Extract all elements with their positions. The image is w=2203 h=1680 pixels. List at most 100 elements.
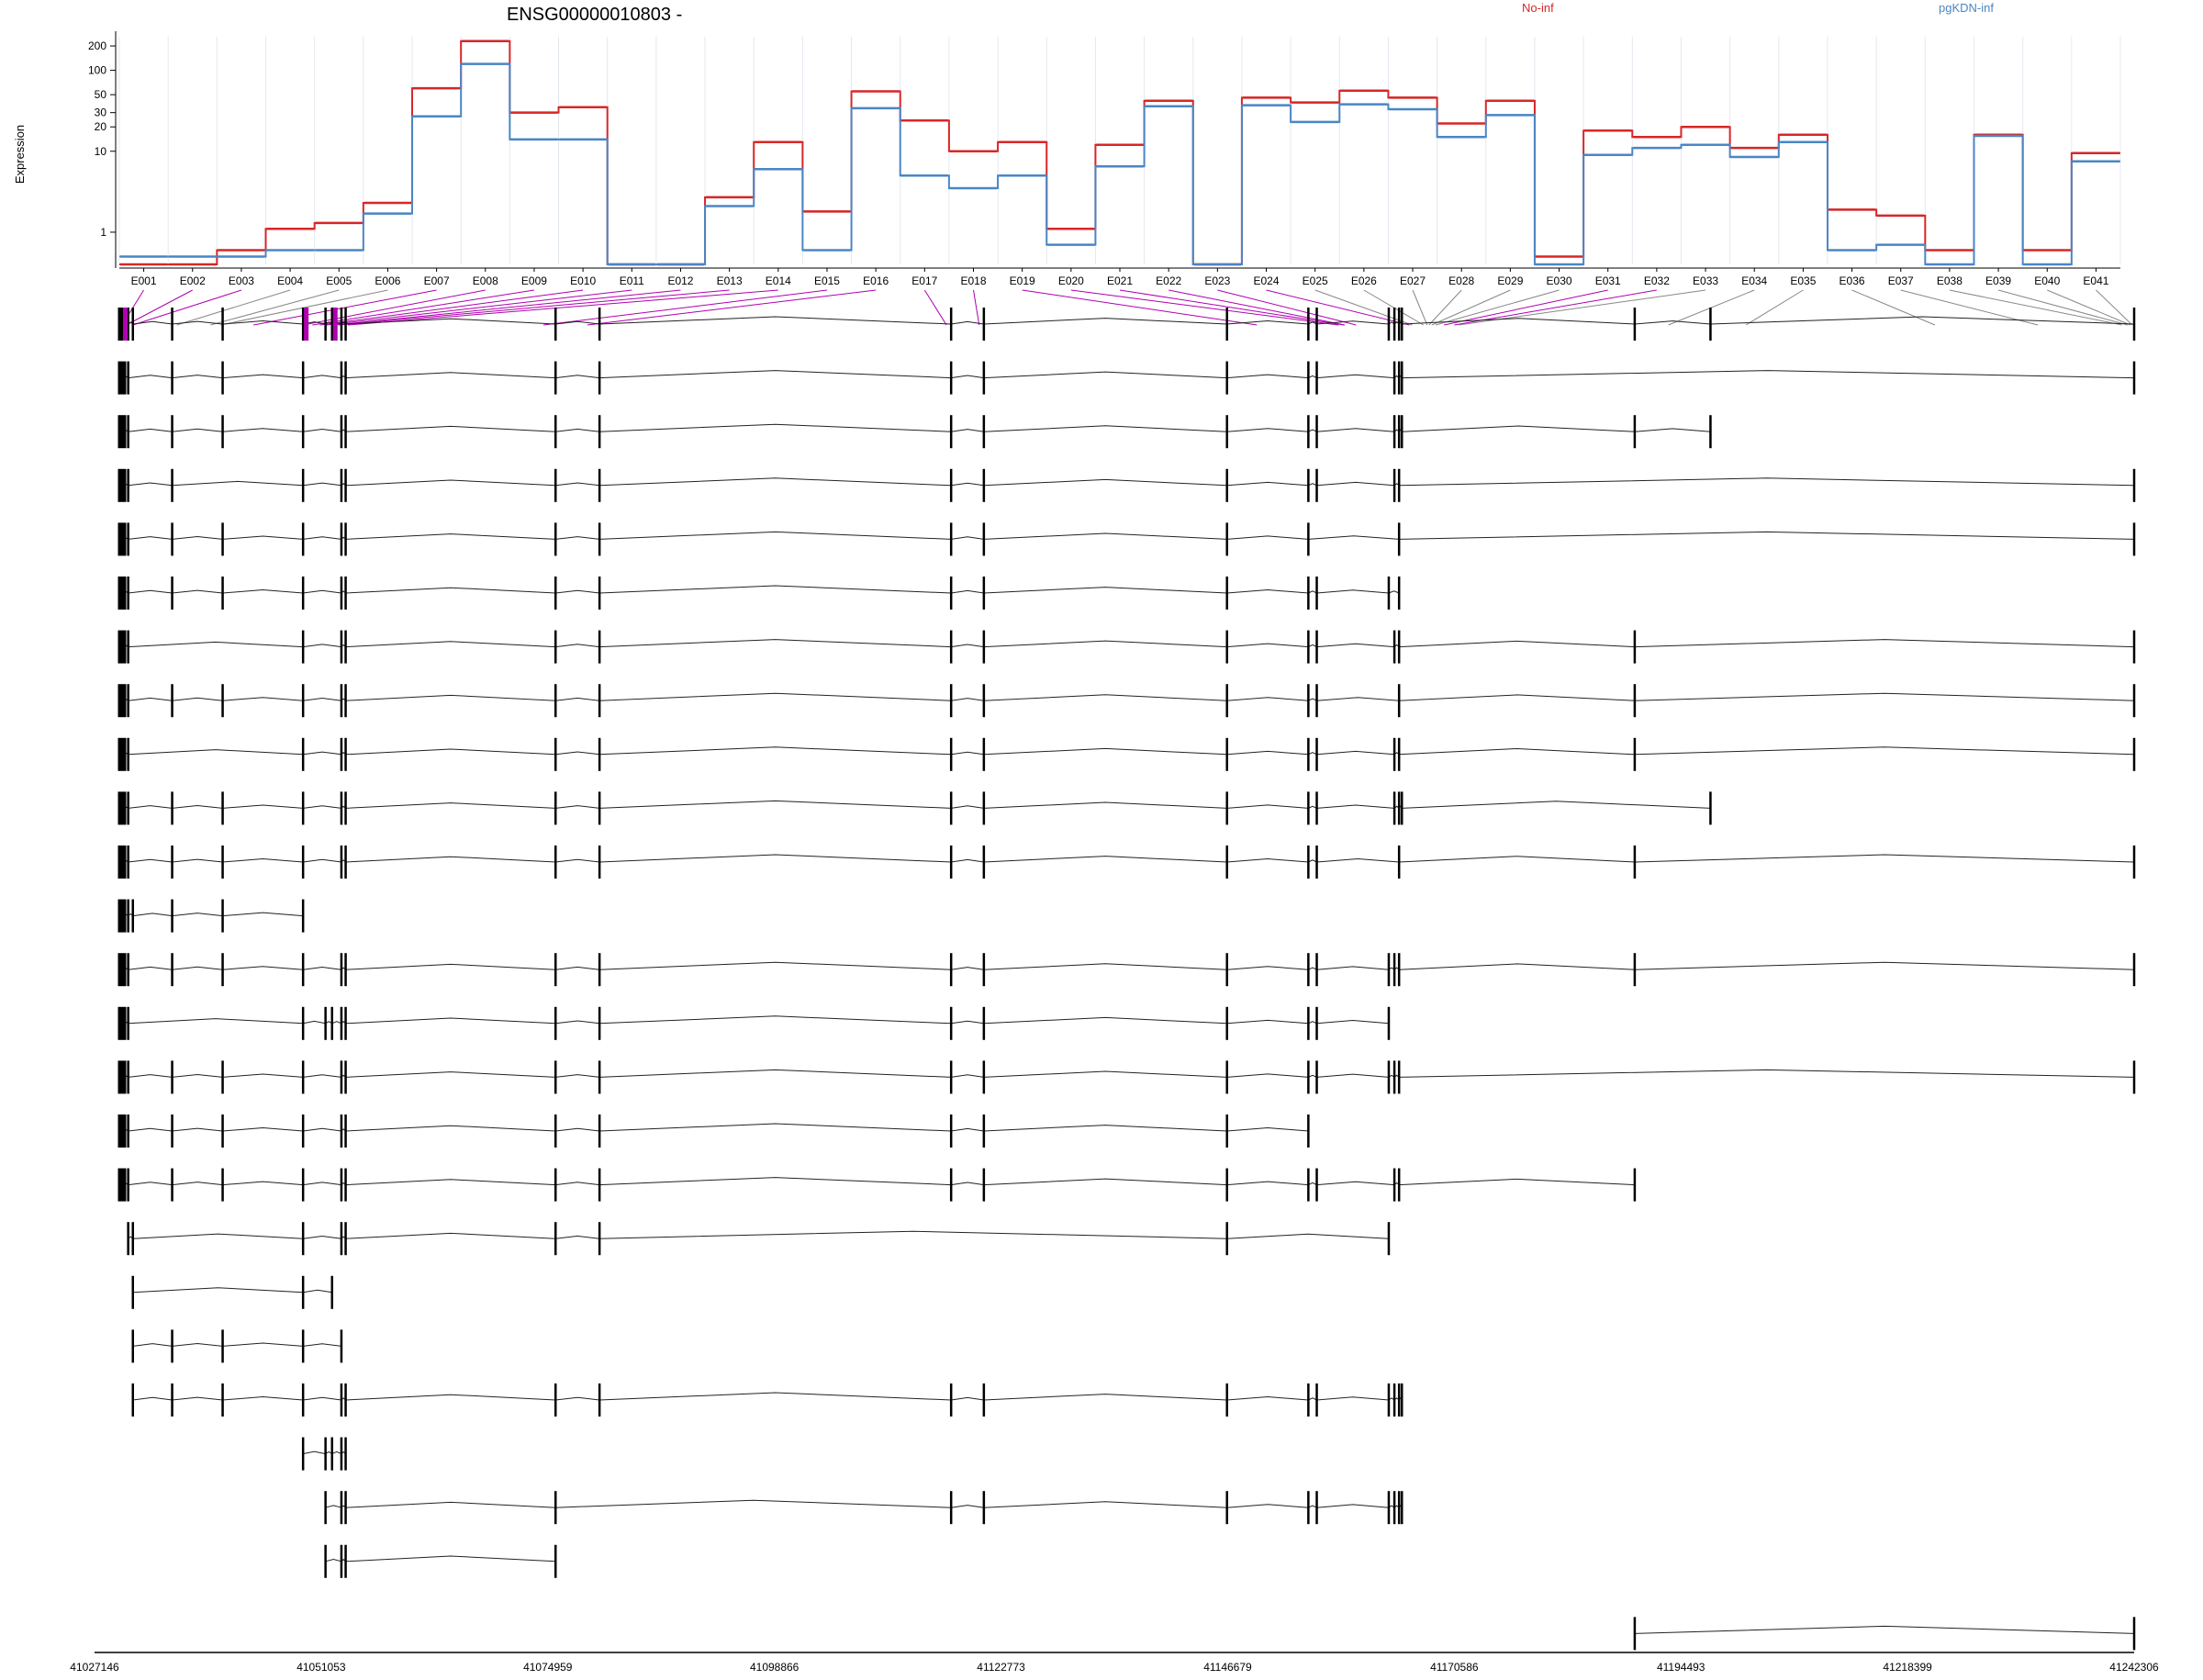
intron-line: [983, 1125, 1227, 1132]
exon-block: [554, 630, 557, 664]
legend-pgkdn-inf: pgKDN-inf: [1939, 1, 1994, 15]
exon-block: [340, 1168, 343, 1202]
exon-link: [126, 289, 193, 326]
exon-block: [340, 1437, 343, 1471]
transcript-row: [117, 953, 2136, 987]
intron-line: [599, 1123, 952, 1132]
intron-line: [599, 639, 952, 648]
intron-line: [172, 1127, 223, 1132]
intron-line: [1634, 961, 2135, 970]
intron-line: [983, 963, 1227, 970]
intron-line: [172, 858, 223, 863]
intron-line: [1226, 374, 1309, 379]
exon-block: [554, 577, 557, 610]
exon-block: [1392, 1168, 1396, 1202]
exon-label: E008: [473, 274, 498, 287]
intron-line: [1402, 425, 1635, 432]
exon-block: [340, 1114, 343, 1148]
intron-line: [222, 697, 304, 701]
exon-block: [127, 361, 129, 395]
transcript-row: [131, 1275, 334, 1309]
exon-block: [1392, 468, 1396, 502]
intron-line: [555, 1182, 600, 1186]
exon-block: [1397, 684, 1401, 718]
intron-line: [555, 1396, 600, 1401]
exon-block: [1315, 415, 1318, 449]
exon-block: [301, 630, 305, 664]
exon-block: [982, 1060, 986, 1094]
exon-block: [1307, 737, 1310, 771]
exon-block: [1392, 953, 1396, 987]
exon-block: [127, 684, 129, 718]
coordinate-label: 41074959: [523, 1661, 573, 1674]
intron-line: [951, 805, 984, 809]
intron-line: [345, 1555, 556, 1562]
intron-line: [172, 320, 223, 325]
exon-label: E009: [521, 274, 547, 287]
exon-block: [301, 1006, 305, 1040]
exon-block: [127, 630, 129, 664]
exon-block: [2132, 308, 2136, 341]
coordinate-label: 41098866: [750, 1661, 800, 1674]
exon-block: [171, 684, 173, 718]
intron-line: [983, 801, 1227, 809]
exon-link: [1454, 289, 1657, 326]
exon-block: [1307, 1383, 1310, 1417]
exon-block: [131, 1222, 135, 1256]
exon-block: [117, 791, 127, 825]
exon-block: [340, 522, 343, 556]
transcript-row: [117, 308, 2136, 341]
exon-block: [1225, 522, 1228, 556]
intron-line: [599, 585, 952, 594]
intron-line: [1308, 590, 1317, 594]
intron-line: [1399, 531, 2135, 540]
exon-block: [171, 1168, 173, 1202]
exon-label: E016: [863, 274, 889, 287]
intron-line: [325, 1558, 342, 1562]
intron-line: [555, 644, 600, 648]
intron-line: [1316, 858, 1400, 863]
exon-block: [340, 415, 343, 449]
intron-line: [345, 748, 556, 756]
exon-block: [1225, 630, 1228, 664]
intron-line: [345, 1017, 556, 1025]
exon-block: [1397, 1491, 1401, 1525]
exon-label: E031: [1595, 274, 1621, 287]
intron-line: [172, 589, 223, 594]
exon-link: [2096, 289, 2133, 326]
intron-line: [303, 1343, 342, 1347]
exon-block: [221, 846, 224, 879]
exon-block: [127, 577, 129, 610]
intron-line: [951, 1020, 984, 1025]
intron-line: [128, 375, 173, 379]
exon-block: [554, 468, 557, 502]
intron-line: [1308, 1182, 1317, 1186]
exon-link: [1851, 289, 1936, 326]
exon-block: [1397, 415, 1401, 449]
exon-block: [1387, 1060, 1391, 1094]
intron-line: [303, 858, 342, 863]
exon-block: [1225, 1114, 1228, 1148]
exon-block: [1307, 846, 1310, 879]
intron-line: [555, 858, 600, 863]
intron-line: [303, 1396, 342, 1401]
exon-block: [324, 1006, 327, 1040]
exon-link: [1314, 289, 1413, 326]
intron-line: [951, 482, 984, 487]
exon-label: E039: [1985, 274, 2011, 287]
intron-line: [983, 587, 1227, 594]
intron-line: [345, 963, 556, 970]
exon-block: [340, 468, 343, 502]
intron-line: [345, 1394, 556, 1401]
exon-block: [301, 1329, 305, 1363]
coordinate-label: 41122773: [977, 1661, 1025, 1674]
intron-line: [1226, 697, 1309, 701]
exon-block: [1387, 1491, 1391, 1525]
exon-block: [344, 415, 347, 449]
exon-link: [1431, 289, 1511, 326]
transcript-row: [117, 577, 1401, 610]
transcript-row: [117, 1114, 1310, 1148]
intron-line: [1226, 428, 1309, 432]
exon-block: [330, 1437, 334, 1471]
